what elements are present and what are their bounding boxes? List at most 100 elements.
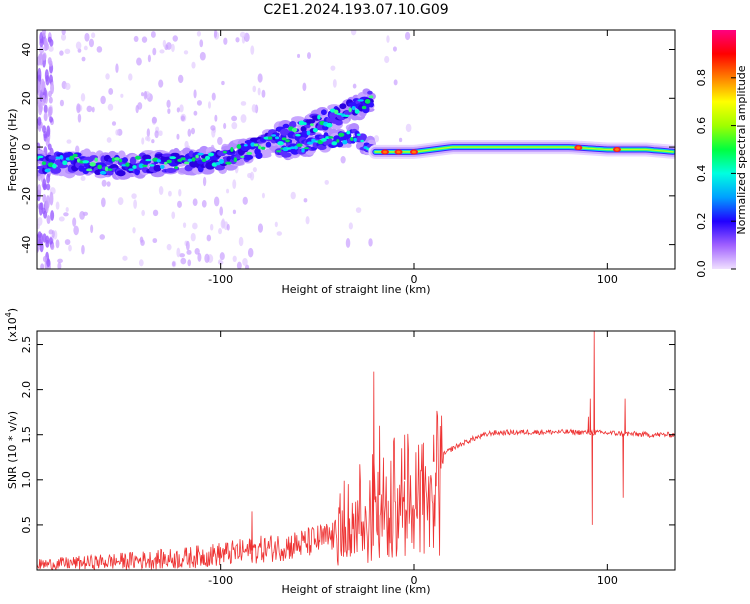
spectrogram-speckle bbox=[37, 67, 42, 82]
spectrogram-speckle bbox=[159, 49, 165, 54]
spectrogram-carrier-band bbox=[374, 146, 674, 153]
spectrogram-speckle bbox=[202, 176, 207, 187]
spectrogram-x-tick-label: 100 bbox=[597, 273, 618, 286]
spectrogram-hotspot-core bbox=[396, 150, 401, 154]
spectrogram-cell bbox=[104, 166, 109, 172]
spectrogram-speckle bbox=[61, 30, 66, 36]
spectrogram-speckle bbox=[81, 56, 86, 62]
spectrogram-y-label: Frequency (Hz) bbox=[6, 109, 19, 192]
spectrogram-speckle bbox=[47, 57, 52, 65]
spectrogram-y-tick-label: 0 bbox=[20, 144, 33, 151]
spectrogram-speckle bbox=[179, 253, 186, 258]
spectrogram-cell bbox=[277, 141, 284, 146]
snr-y-label: SNR (10 * v/v) bbox=[6, 411, 19, 489]
spectrogram-speckle bbox=[136, 57, 142, 66]
spectrogram-cell bbox=[357, 99, 364, 102]
spectrogram-cell bbox=[281, 152, 292, 158]
spectrogram-cell bbox=[44, 168, 51, 173]
spectrogram-cell bbox=[285, 139, 290, 143]
spectrogram-cell bbox=[311, 138, 316, 143]
spectrogram-cell bbox=[118, 158, 123, 163]
spectrogram-cell bbox=[305, 119, 316, 124]
spectrogram-speckle bbox=[223, 37, 228, 45]
spectrogram-cell bbox=[267, 136, 273, 140]
spectrogram-cell bbox=[243, 143, 248, 147]
spectrogram-speckle bbox=[47, 36, 52, 43]
spectrogram-speckle bbox=[187, 259, 192, 267]
spectrogram-speckle bbox=[192, 198, 198, 206]
spectrogram-speckle bbox=[48, 45, 54, 52]
spectrogram-speckle bbox=[80, 93, 86, 102]
spectrogram-cell bbox=[204, 155, 211, 160]
spectrogram-speckle bbox=[257, 223, 263, 233]
spectrogram-speckle bbox=[139, 236, 144, 243]
spectrogram-speckle bbox=[238, 236, 244, 247]
spectrogram-x-tick-label: -100 bbox=[208, 273, 233, 286]
spectrogram-speckle bbox=[386, 35, 390, 43]
figure-title: C2E1.2024.193.07.10.G09 bbox=[263, 2, 448, 18]
spectrogram-panel: -100 0 100 -40 -20 0 20 40 Height of straight … bbox=[6, 29, 676, 296]
spectrogram-speckle bbox=[405, 123, 412, 133]
spectrogram-speckle bbox=[154, 130, 159, 139]
spectrogram-cell bbox=[149, 164, 155, 167]
snr-plot-area bbox=[37, 331, 675, 570]
spectrogram-speckle bbox=[194, 248, 200, 255]
spectrogram-speckle bbox=[210, 223, 214, 231]
spectrogram-cell bbox=[240, 155, 245, 159]
spectrogram-speckle bbox=[186, 249, 192, 255]
spectrogram-speckle bbox=[141, 92, 145, 97]
spectrogram-speckle bbox=[290, 191, 296, 200]
spectrogram-cell bbox=[166, 159, 172, 164]
spectrogram-cell bbox=[218, 158, 225, 165]
spectrogram-cell bbox=[69, 155, 75, 161]
spectrogram-speckle bbox=[261, 89, 266, 98]
spectrogram-speckle bbox=[131, 193, 137, 199]
spectrogram-cell bbox=[361, 105, 367, 110]
spectrogram-speckle bbox=[44, 200, 49, 214]
spectrogram-speckle bbox=[120, 93, 124, 98]
spectrogram-speckle bbox=[172, 261, 176, 267]
spectrogram-speckle bbox=[345, 238, 351, 248]
spectrogram-speckle bbox=[51, 230, 55, 238]
spectrogram-cell bbox=[145, 158, 152, 162]
spectrogram-speckle bbox=[37, 216, 43, 226]
spectrogram-speckle bbox=[242, 258, 248, 266]
spectrogram-cell bbox=[134, 168, 140, 176]
spectrogram-speckle bbox=[393, 79, 398, 86]
spectrogram-cell bbox=[161, 153, 172, 158]
spectrogram-speckle bbox=[240, 114, 247, 123]
spectrogram-cell bbox=[253, 143, 259, 147]
spectrogram-speckle bbox=[214, 114, 218, 122]
spectrogram-cell bbox=[197, 152, 204, 156]
spectrogram-speckle bbox=[187, 128, 192, 137]
spectrogram-speckle bbox=[332, 78, 337, 88]
spectrogram-cell bbox=[368, 101, 375, 108]
spectrogram-speckle bbox=[46, 258, 51, 268]
spectrogram-cell bbox=[128, 168, 134, 171]
spectrogram-speckle bbox=[146, 136, 151, 142]
spectrogram-cell bbox=[121, 157, 128, 163]
snr-y-tick-label: 2.0 bbox=[20, 381, 33, 399]
spectrogram-speckle bbox=[46, 215, 51, 225]
colorbar-tick-label: 0.4 bbox=[695, 165, 708, 183]
spectrogram-speckle bbox=[151, 139, 155, 144]
spectrogram-cell bbox=[72, 153, 78, 158]
spectrogram-hotspot-core bbox=[615, 148, 619, 151]
spectrogram-cell bbox=[116, 170, 126, 177]
spectrogram-cell bbox=[222, 150, 227, 154]
spectrogram-speckle bbox=[274, 221, 278, 228]
spectrogram-speckle bbox=[99, 234, 105, 240]
spectrogram-y-tick-label: -20 bbox=[20, 187, 33, 205]
spectrogram-cell bbox=[207, 152, 215, 157]
spectrogram-speckle bbox=[48, 90, 53, 98]
spectrogram-cell bbox=[52, 163, 57, 169]
spectrogram-speckle bbox=[206, 234, 212, 242]
spectrogram-speckle bbox=[37, 56, 41, 66]
spectrogram-speckle bbox=[37, 82, 41, 92]
spectrogram-cell bbox=[312, 128, 318, 133]
spectrogram-cell bbox=[339, 103, 347, 110]
spectrogram-cell bbox=[255, 152, 263, 160]
spectrogram-speckle bbox=[141, 36, 148, 43]
spectrogram-y-tick-label: 40 bbox=[20, 43, 33, 57]
spectrogram-speckle bbox=[83, 45, 88, 51]
